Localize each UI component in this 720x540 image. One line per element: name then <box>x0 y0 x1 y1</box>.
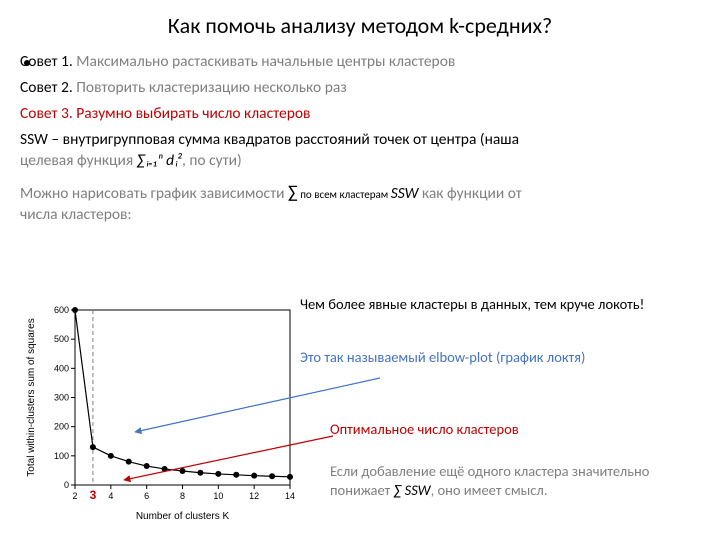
tip-2-prefix: Совет 2. <box>20 78 73 97</box>
plot-line1a: Можно нарисовать график зависимости <box>20 184 288 203</box>
tip-1: Совет 1. Максимально растаскивать началь… <box>20 52 700 73</box>
annotation-optimal: Оптимальное число кластеров <box>330 420 530 439</box>
tip-1-rest: Максимально растаскивать начальные центр… <box>73 52 456 71</box>
annotation-elbow-plot: Это так называемый elbow-plot (график ло… <box>300 348 600 367</box>
elbow-chart: 0 100 200 300 400 500 600 2 4 6 8 10 12 14 3 Number of … <box>20 300 300 525</box>
plot-sum: ∑ <box>288 181 298 203</box>
svg-text:12: 12 <box>249 491 259 501</box>
plot-line2: числа кластеров: <box>20 205 132 224</box>
tip-1-prefix: Совет 1. <box>20 52 73 71</box>
svg-text:8: 8 <box>180 491 185 501</box>
anno-bottom-sum: ∑ SSW <box>394 481 431 499</box>
plot-line1b: как функции от <box>418 184 521 203</box>
svg-text:14: 14 <box>285 491 295 501</box>
svg-text:600: 600 <box>54 305 69 315</box>
ssw-definition: SSW – внутригрупповая сумма квадратов ра… <box>20 130 700 172</box>
annotation-explanation: Если добавление ещё одного кластера знач… <box>330 462 700 500</box>
svg-text:Total within-clusters sum of s: Total within-clusters sum of squares <box>26 318 37 476</box>
ssw-line2b: , по сути) <box>182 151 242 170</box>
svg-text:2: 2 <box>72 491 77 501</box>
plot-sub: по всем кластерам <box>298 188 391 201</box>
plot-intro: Можно нарисовать график зависимости ∑ по… <box>20 180 700 226</box>
svg-text:100: 100 <box>54 451 69 461</box>
svg-text:6: 6 <box>144 491 149 501</box>
elbow-chart-svg: 0 100 200 300 400 500 600 2 4 6 8 10 12 14 3 Number of … <box>20 300 300 525</box>
tip-3: Совет 3. Разумно выбирать число кластеро… <box>20 104 700 125</box>
svg-text:300: 300 <box>54 393 69 403</box>
ssw-formula: ∑ᵢ₌₁ⁿ dᵢ² <box>137 151 182 170</box>
anno-bottom-b: , оно имеет смысл. <box>431 481 548 499</box>
svg-text:Number of clusters K: Number of clusters K <box>136 511 230 522</box>
svg-text:200: 200 <box>54 422 69 432</box>
slide-title: Как помочь анализу методом k-средних? <box>0 12 720 39</box>
svg-text:0: 0 <box>64 480 69 490</box>
svg-text:500: 500 <box>54 334 69 344</box>
tip-2-rest: Повторить кластеризацию несколько раз <box>73 78 347 97</box>
annotation-steeper-elbow: Чем более явные кластеры в данных, тем к… <box>300 295 700 314</box>
svg-text:400: 400 <box>54 363 69 373</box>
svg-text:10: 10 <box>213 491 223 501</box>
svg-text:4: 4 <box>108 491 113 501</box>
ssw-line2a: целевая функция <box>20 151 137 170</box>
ssw-line1: SSW – внутригрупповая сумма квадратов ра… <box>20 130 519 149</box>
svg-text:3: 3 <box>90 488 97 502</box>
tip-2: Совет 2. Повторить кластеризацию несколь… <box>20 78 700 99</box>
plot-ssw: SSW <box>391 184 419 203</box>
